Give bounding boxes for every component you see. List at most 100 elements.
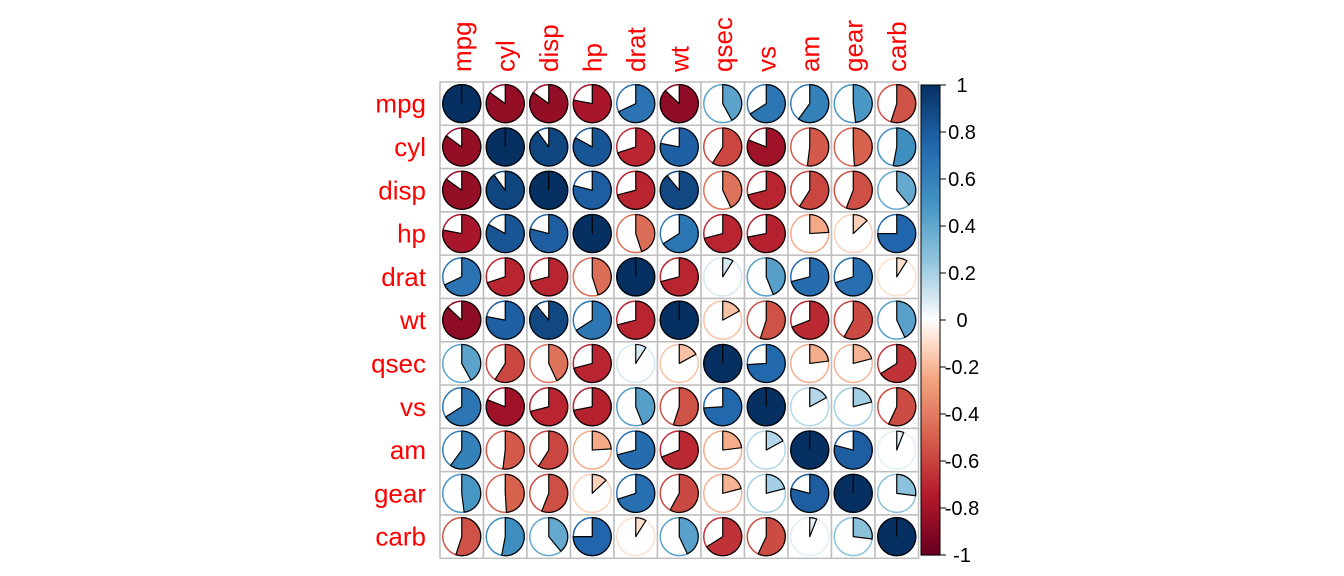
color-legend-segment [921,439,940,443]
row-label-qsec: qsec [371,348,426,378]
pie-wt-mpg [442,300,482,340]
pie-qsec-cyl [485,343,525,384]
pie-mpg-wt [659,83,699,124]
pie-vs-hp [572,387,612,427]
pie-drat-disp [529,257,569,297]
color-legend-segment [921,550,940,554]
color-legend-segment [921,221,940,225]
pie-disp-vs [746,170,786,210]
pie-am-wt [659,430,699,470]
color-legend-segment [921,367,940,370]
pie-gear-vs [746,473,786,514]
color-legend-segment [921,282,940,286]
column-label-wt: wt [664,45,694,73]
pie-vs-vs [746,387,786,427]
color-legend-segment [921,491,940,495]
column-label-cyl: cyl [490,40,520,72]
pie-carb-cyl [485,516,525,557]
color-legend-segment [921,383,940,387]
row-label-disp: disp [378,175,426,205]
pie-wt-drat [616,300,656,340]
color-legend-segment [921,329,940,333]
color-legend-segment [921,538,940,542]
pie-mpg-gear [833,83,873,124]
color-legend-segment [921,169,940,173]
color-legend-segment [921,150,940,154]
pie-cyl-disp [529,127,569,167]
color-legend-segment [921,108,940,112]
color-legend-segment [921,153,940,157]
color-legend-segment [921,552,940,556]
color-legend-segment [921,183,940,187]
color-legend-segment [921,270,940,274]
pie-gear-carb [877,473,917,514]
pie-cyl-wt [659,127,699,167]
color-legend-segment [921,522,940,526]
color-legend-segment [921,195,940,199]
pie-am-gear [833,430,873,470]
color-legend-segment [921,456,940,460]
pie-gear-qsec [703,473,743,514]
pie-drat-am [790,257,830,297]
color-legend-segment [921,435,940,439]
pie-hp-gear [833,213,873,254]
color-legend-segment [921,343,940,347]
color-legend-segment [921,287,940,291]
color-legend-segment [921,399,940,403]
pie-wt-cyl [485,300,525,340]
column-label-vs: vs [751,46,781,72]
color-legend-segment [921,134,940,138]
pie-drat-mpg [442,257,482,297]
pie-am-hp [572,430,612,470]
pie-mpg-carb [877,83,917,124]
color-legend-segment [921,216,940,220]
color-legend-segment [921,533,940,537]
color-legend-segment [921,157,940,161]
pie-qsec-vs [746,343,786,384]
pie-carb-vs [746,516,786,557]
pie-qsec-wt [659,343,699,384]
color-legend-segment [921,303,940,307]
color-legend-tick-label: -0.8 [945,498,979,520]
color-legend-segment [921,500,940,504]
color-legend-segment [921,143,940,147]
pie-gear-wt [659,473,699,514]
color-legend-segment [921,284,940,288]
color-legend-segment [921,461,940,464]
color-legend-segment [921,103,940,107]
pie-hp-carb [877,213,917,254]
pie-wt-vs [746,300,786,340]
color-legend-segment [921,503,940,507]
color-legend-segment [921,202,940,206]
color-legend-segment [921,547,940,551]
pie-vs-carb [877,387,917,427]
pie-hp-cyl [485,213,525,254]
color-legend-segment [921,155,940,159]
row-label-cyl: cyl [394,132,426,162]
pie-mpg-drat [616,83,656,124]
color-legend-segment [921,92,940,95]
color-legend-segment [921,188,940,192]
row-label-carb: carb [375,522,426,552]
color-legend-segment [921,124,940,128]
color-legend-segment [921,540,940,544]
color-legend-segment [921,458,940,462]
pie-carb-drat [616,516,656,557]
color-legend-segment [921,388,940,392]
color-legend-segment [921,324,940,328]
row-label-vs: vs [400,392,426,422]
color-legend-segment [921,453,940,457]
color-legend-segment [921,463,940,467]
pie-carb-carb [877,516,917,557]
color-legend-segment [921,89,940,93]
pie-disp-am [790,170,830,210]
pie-mpg-am [790,83,830,124]
color-legend-segment [921,235,940,239]
color-legend-segment [921,148,940,152]
color-legend-segment [921,449,940,453]
color-legend-segment [921,275,940,279]
pie-vs-cyl [485,387,525,427]
pie-hp-disp [529,213,569,254]
color-legend-segment [921,289,940,293]
pie-drat-cyl [485,257,525,297]
